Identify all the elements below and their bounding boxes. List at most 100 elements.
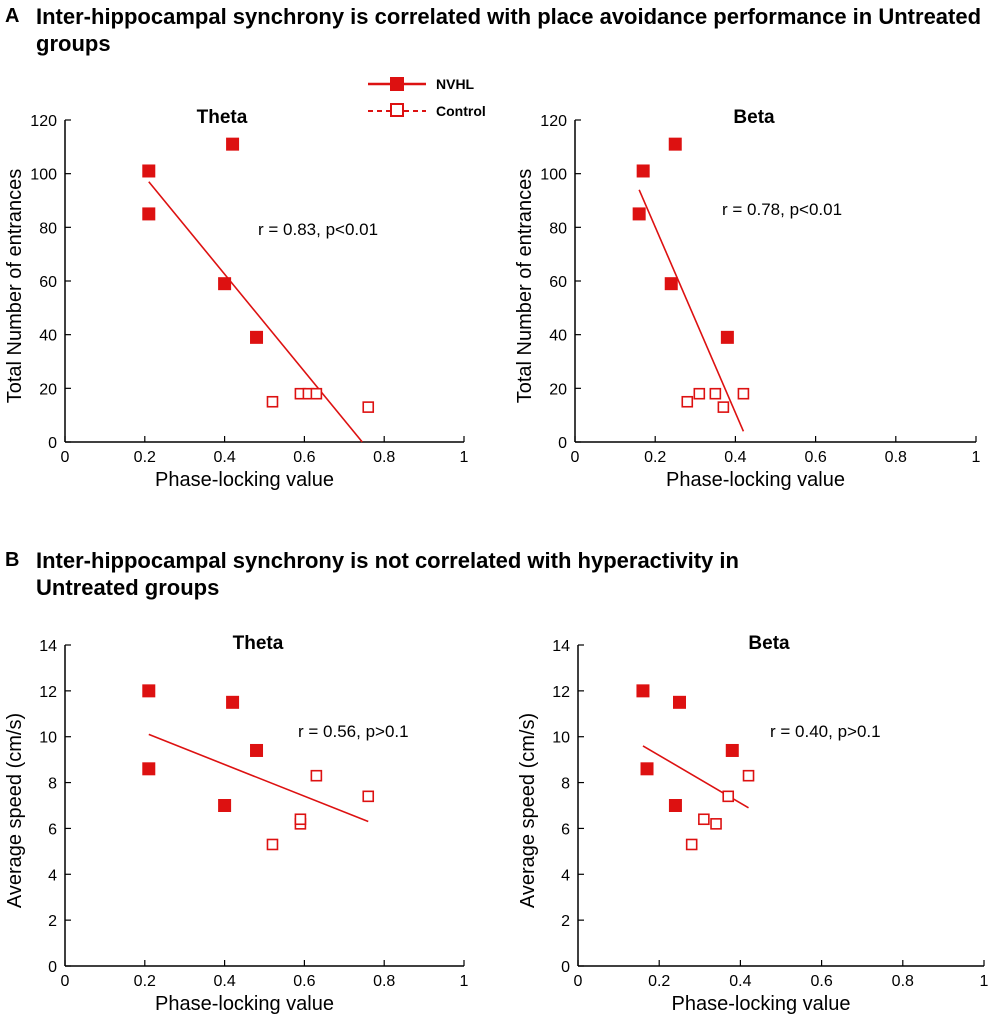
chart-a-beta-y-tick-label: 80 bbox=[549, 220, 567, 237]
legend-nvhl-marker bbox=[390, 77, 404, 91]
chart-a-theta-x-tick-label: 0.8 bbox=[373, 449, 395, 466]
chart-b-beta-y-tick-label: 0 bbox=[561, 959, 570, 976]
panel-b-letter: B bbox=[5, 549, 20, 571]
chart-b-theta-x-tick-label: 0.2 bbox=[134, 973, 156, 990]
chart-a-beta-y-tick-label: 100 bbox=[540, 167, 567, 184]
chart-a-theta-y-tick-label: 60 bbox=[39, 274, 57, 291]
chart-b-theta-y-tick-label: 2 bbox=[48, 913, 57, 930]
chart-a-beta-x-tick-label: 0.8 bbox=[885, 449, 907, 466]
chart-a-theta-y-tick-label: 80 bbox=[39, 220, 57, 237]
panel-a-letter: A bbox=[5, 5, 20, 27]
legend-control-label: Control bbox=[436, 103, 486, 119]
chart-a-beta-point-control bbox=[737, 387, 750, 400]
charts: 0 0.2 0.4 0.6 0.8 1020406080100120Phase-locki… bbox=[4, 107, 989, 1015]
chart-a-theta-title: Theta bbox=[197, 107, 248, 128]
chart-b-theta-y-tick-label: 10 bbox=[39, 730, 57, 747]
chart-a-theta-point-nvhl bbox=[142, 164, 156, 178]
chart-b-beta-point-nvhl bbox=[725, 743, 739, 757]
chart-a-theta-x-tick-label: 0 bbox=[61, 449, 70, 466]
chart-b-beta-y-tick-label: 2 bbox=[561, 913, 570, 930]
chart-a-theta: 0 0.2 0.4 0.6 0.8 1 0 20 40 60 80 100 120 Phase-locki… bbox=[4, 107, 469, 491]
chart-b-beta-annotation: r = 0.40, p>0.1 bbox=[770, 722, 881, 741]
chart-b-beta-x-tick-label: 0.2 bbox=[648, 973, 670, 990]
chart-b-beta-point-control bbox=[742, 769, 755, 782]
chart-a-theta-y-tick-label: 0 bbox=[48, 435, 57, 452]
chart-a-theta-point-control bbox=[362, 401, 375, 413]
chart-b-beta-point-control bbox=[710, 818, 722, 830]
chart-a-theta-x-tick-label: 0.2 bbox=[134, 449, 156, 466]
chart-a-beta-point-control bbox=[717, 401, 730, 413]
chart-a-theta-y-tick-label: 120 bbox=[30, 113, 57, 130]
chart-b-theta-y-tick-label: 4 bbox=[48, 867, 57, 884]
chart-b-beta-point-nvhl bbox=[673, 695, 686, 709]
chart-a-theta-fit-line bbox=[148, 181, 363, 443]
chart-a-theta-point-control bbox=[266, 395, 279, 408]
chart-a-theta-y-axis-label: Total Number of entrances bbox=[4, 169, 26, 404]
chart-a-beta-y-tick-label: 20 bbox=[549, 381, 567, 398]
chart-b-beta-y-tick-label: 10 bbox=[552, 730, 570, 747]
chart-b-theta-annotation: r = 0.56, p>0.1 bbox=[298, 722, 409, 741]
chart-b-beta-point-control bbox=[685, 838, 698, 851]
chart-b-theta-y-tick-label: 14 bbox=[39, 638, 57, 655]
chart-b-beta-y-axis-label: Average speed (cm/s) bbox=[517, 713, 539, 908]
chart-b-theta-point-nvhl bbox=[226, 695, 240, 709]
chart-b-theta-x-tick-label: 0 bbox=[61, 973, 70, 990]
chart-b-beta-point-nvhl bbox=[636, 684, 650, 698]
chart-a-beta-point-nvhl bbox=[664, 277, 678, 291]
chart-a-beta-y-tick-label: 120 bbox=[540, 113, 567, 130]
chart-a-theta-x-tick-label: 0.4 bbox=[213, 449, 235, 466]
chart-b-theta-x-tick-label: 1 bbox=[460, 973, 469, 990]
chart-b-beta-x-tick-label: 1 bbox=[980, 973, 989, 990]
chart-b-beta-point-control bbox=[698, 813, 710, 826]
chart-b-beta-y-tick-label: 14 bbox=[552, 638, 570, 655]
chart-a-theta-y-tick-label: 20 bbox=[39, 381, 57, 398]
chart-b-beta-y-tick-label: 8 bbox=[561, 776, 570, 793]
chart-b-beta-point-nvhl bbox=[640, 762, 654, 776]
chart-b-theta-point-nvhl bbox=[250, 743, 264, 757]
chart-a-theta-y-tick-label: 100 bbox=[30, 167, 57, 184]
chart-b-beta-x-tick-label: 0.8 bbox=[892, 973, 914, 990]
chart-b-beta-x-axis-label: Phase-locking value bbox=[672, 993, 851, 1015]
chart-b-beta-x-tick-label: 0.4 bbox=[729, 973, 751, 990]
chart-b-theta-x-tick-label: 0.4 bbox=[213, 973, 235, 990]
chart-b-theta-fit-line bbox=[148, 733, 369, 823]
chart-b-beta-point-nvhl bbox=[668, 799, 682, 812]
chart-a-beta-y-tick-label: 60 bbox=[549, 274, 567, 291]
chart-a-beta-x-tick-label: 0.2 bbox=[644, 449, 666, 466]
chart-a-theta-x-axis-label: Phase-locking value bbox=[155, 469, 334, 491]
chart-b-theta-y-tick-label: 8 bbox=[48, 776, 57, 793]
chart-a-theta-x-tick-label: 0.6 bbox=[293, 449, 315, 466]
chart-a-theta-point-nvhl bbox=[226, 137, 240, 151]
chart-b-theta-point-control bbox=[310, 769, 323, 782]
chart-b-beta-x-tick-label: 0 bbox=[574, 973, 583, 990]
chart-b-theta-x-tick-label: 0.8 bbox=[373, 973, 395, 990]
chart-b-beta-y-tick-label: 12 bbox=[552, 684, 570, 701]
chart-b-theta-point-nvhl bbox=[142, 762, 156, 776]
chart-a-beta-point-nvhl bbox=[720, 330, 734, 344]
chart-b-theta-title: Theta bbox=[233, 633, 284, 654]
chart-b-theta-y-tick-label: 0 bbox=[48, 959, 57, 976]
legend: NVHL Control bbox=[368, 76, 486, 119]
panel-b-title: Inter-hippocampal synchrony is not corre… bbox=[36, 548, 739, 600]
chart-a-beta-point-nvhl bbox=[636, 164, 650, 178]
chart-a-theta-point-nvhl bbox=[218, 277, 232, 291]
legend-control-marker bbox=[390, 103, 404, 117]
chart-a-theta-x-tick-label: 1 bbox=[460, 449, 469, 466]
chart-b-beta-y-tick-label: 4 bbox=[561, 867, 570, 884]
chart-a-beta-x-tick-label: 0.4 bbox=[724, 449, 746, 466]
chart-a-beta-point-control bbox=[709, 387, 722, 400]
chart-b-theta-y-tick-label: 12 bbox=[39, 684, 57, 701]
chart-b-beta-x-tick-label: 0.6 bbox=[810, 973, 832, 990]
legend-nvhl-label: NVHL bbox=[436, 76, 475, 92]
chart-b-theta-x-tick-label: 0.6 bbox=[293, 973, 315, 990]
chart-a-beta-x-tick-label: 0.6 bbox=[804, 449, 826, 466]
chart-a-beta-y-tick-label: 40 bbox=[549, 328, 567, 345]
chart-b-beta-title: Beta bbox=[748, 633, 790, 654]
chart-b-theta-point-control bbox=[362, 790, 375, 803]
chart-a-theta-point-nvhl bbox=[250, 330, 264, 344]
chart-a-beta-point-nvhl bbox=[632, 207, 646, 221]
chart-a-beta-point-control bbox=[693, 387, 706, 400]
